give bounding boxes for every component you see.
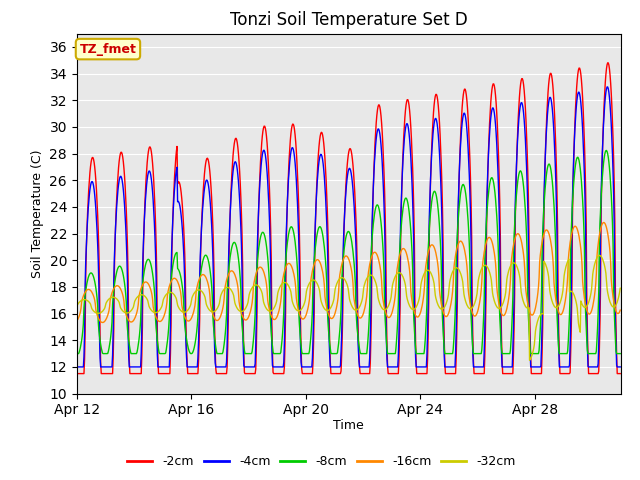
-4cm (526, 348, 534, 354)
-32cm (189, 294, 196, 300)
-32cm (415, 296, 423, 301)
-4cm (394, 353, 402, 359)
-16cm (395, 255, 403, 261)
-8cm (603, 147, 611, 153)
-16cm (264, 297, 271, 303)
Line: -32cm: -32cm (77, 255, 620, 360)
-32cm (527, 356, 534, 361)
-16cm (616, 307, 624, 313)
-2cm (604, 60, 611, 66)
Legend: -2cm, -4cm, -8cm, -16cm, -32cm: -2cm, -4cm, -8cm, -16cm, -32cm (122, 450, 521, 473)
-4cm (73, 364, 81, 370)
-16cm (189, 311, 197, 316)
-4cm (604, 84, 611, 90)
Title: Tonzi Soil Temperature Set D: Tonzi Soil Temperature Set D (230, 11, 468, 29)
Line: -2cm: -2cm (77, 63, 620, 373)
-16cm (527, 311, 534, 317)
-2cm (526, 332, 534, 337)
-2cm (189, 371, 196, 376)
-2cm (263, 140, 271, 146)
-8cm (616, 351, 624, 357)
-2cm (73, 371, 81, 376)
-8cm (73, 351, 81, 357)
-8cm (526, 347, 534, 353)
-8cm (415, 351, 423, 357)
-4cm (263, 169, 271, 175)
X-axis label: Time: Time (333, 419, 364, 432)
-16cm (73, 318, 81, 324)
-8cm (394, 301, 402, 307)
-8cm (189, 350, 196, 356)
Line: -16cm: -16cm (77, 223, 620, 323)
-2cm (394, 371, 402, 376)
-16cm (416, 312, 424, 317)
-2cm (415, 371, 423, 376)
Text: TZ_fmet: TZ_fmet (79, 43, 136, 56)
-4cm (415, 364, 423, 370)
-2cm (616, 371, 624, 376)
-32cm (263, 307, 271, 312)
-32cm (525, 358, 533, 363)
-4cm (616, 364, 624, 370)
-32cm (595, 252, 603, 258)
-32cm (326, 306, 333, 312)
-32cm (394, 270, 402, 276)
Line: -8cm: -8cm (77, 150, 620, 354)
Line: -4cm: -4cm (77, 87, 620, 367)
-8cm (263, 248, 271, 254)
-16cm (99, 320, 106, 325)
-16cm (326, 315, 334, 321)
-4cm (326, 353, 333, 359)
-32cm (616, 285, 624, 291)
-8cm (326, 341, 333, 347)
-2cm (326, 340, 333, 346)
-16cm (600, 220, 607, 226)
-4cm (189, 364, 196, 370)
-32cm (73, 304, 81, 310)
Y-axis label: Soil Temperature (C): Soil Temperature (C) (31, 149, 44, 278)
